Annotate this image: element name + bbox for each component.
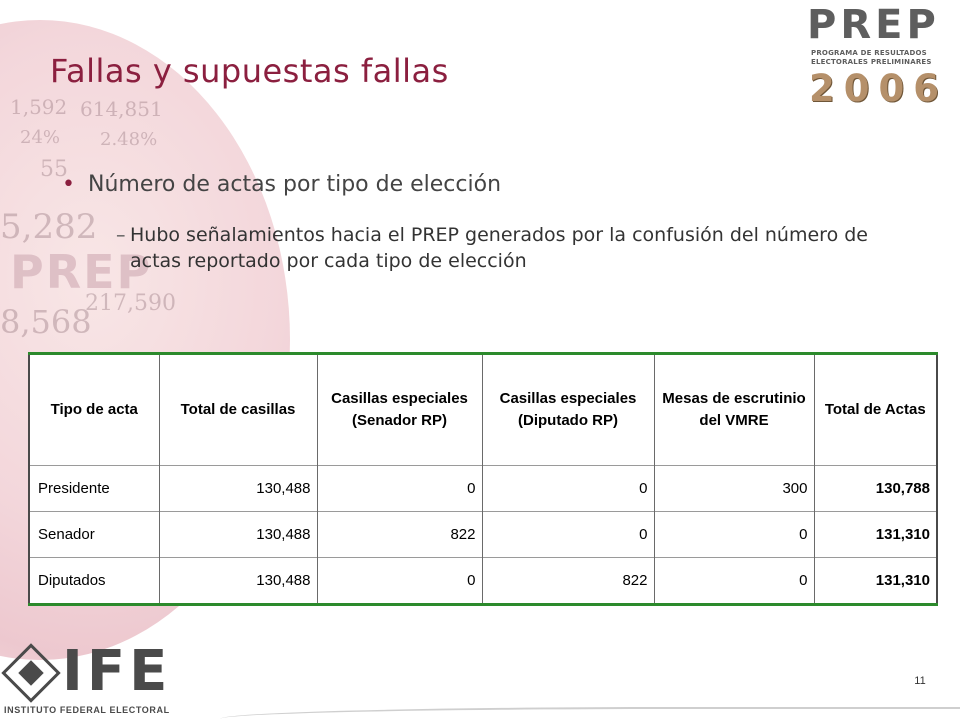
column-header: Casillas especiales (Senador RP) xyxy=(317,353,483,466)
table-cell: 822 xyxy=(482,557,655,605)
actas-table: Tipo de acta Total de casillas Casillas … xyxy=(28,352,938,606)
column-header: Mesas de escrutinio del VMRE xyxy=(654,353,815,466)
prep-2006-logo: PREP PROGRAMA DE RESULTADOS ELECTORALES … xyxy=(805,2,950,110)
prep-logo-subtitle-line-1: PROGRAMA DE RESULTADOS xyxy=(811,49,927,57)
table-cell: 130,488 xyxy=(159,557,318,605)
table-cell: Presidente xyxy=(29,465,160,512)
background-number: 8,568 xyxy=(0,303,92,341)
background-number: 2.48% xyxy=(100,129,158,150)
table-cell: 822 xyxy=(317,511,483,558)
bullet-level-2: – Hubo señalamientos hacia el PREP genera… xyxy=(100,222,900,274)
table-cell: 300 xyxy=(654,465,815,512)
table-cell: Senador xyxy=(29,511,160,558)
table-cell: Diputados xyxy=(29,557,160,605)
table-cell: 0 xyxy=(317,557,483,605)
background-number: 1,592 xyxy=(10,95,68,119)
bullet-level-1-text: Número de actas por tipo de elección xyxy=(88,172,502,197)
table-cell: 0 xyxy=(317,465,483,512)
table-cell: 0 xyxy=(654,557,815,605)
prep-logo-word: PREP xyxy=(807,2,940,48)
table-cell: 0 xyxy=(654,511,815,558)
table-cell: 131,310 xyxy=(814,511,938,558)
background-prep-word: PREP xyxy=(10,245,153,299)
prep-logo-subtitle-line-2: ELECTORALES PRELIMINARES xyxy=(811,58,932,66)
table-cell: 131,310 xyxy=(814,557,938,605)
table-row: Presidente 130,488 0 0 300 130,788 xyxy=(29,465,938,512)
ife-logo-word: IFE xyxy=(62,639,172,704)
column-header: Tipo de acta xyxy=(29,353,160,466)
table-cell: 130,488 xyxy=(159,465,318,512)
bullet-level-2-text: Hubo señalamientos hacia el PREP generad… xyxy=(130,224,868,272)
footer-swoosh-line xyxy=(220,707,960,720)
table-cell: 0 xyxy=(482,465,655,512)
table-cell: 130,788 xyxy=(814,465,938,512)
table-row: Diputados 130,488 0 822 0 131,310 xyxy=(29,557,938,605)
background-number: 5,282 xyxy=(0,207,98,247)
ife-logo: IFE INSTITUTO FEDERAL ELECTORAL xyxy=(0,639,215,720)
table-header-row: Tipo de acta Total de casillas Casillas … xyxy=(29,353,938,466)
ife-diamond-icon xyxy=(1,643,61,703)
prep-logo-year: 2006 xyxy=(809,67,948,110)
dash-icon: – xyxy=(116,224,126,246)
column-header: Casillas especiales (Diputado RP) xyxy=(482,353,655,466)
bullet-dot-icon: • xyxy=(62,172,75,197)
background-number: 217,590 xyxy=(85,291,176,316)
table-row: Senador 130,488 822 0 0 131,310 xyxy=(29,511,938,558)
background-numbers: 1,592 614,851 24% 2.48% 55 5,282 8,568 2… xyxy=(0,95,180,575)
bullet-level-1: • Número de actas por tipo de elección xyxy=(62,172,501,197)
prep-logo-subtitle: PROGRAMA DE RESULTADOS ELECTORALES PRELI… xyxy=(811,49,949,67)
column-header: Total de casillas xyxy=(159,353,318,466)
background-number: 55 xyxy=(40,157,68,182)
page-number: 11 xyxy=(914,675,926,687)
background-number: 24% xyxy=(20,127,61,148)
ife-logo-subtitle: INSTITUTO FEDERAL ELECTORAL xyxy=(4,705,170,715)
slide-title: Fallas y supuestas fallas xyxy=(50,52,449,90)
column-header: Total de Actas xyxy=(814,353,938,466)
table-cell: 0 xyxy=(482,511,655,558)
background-number: 614,851 xyxy=(80,97,163,121)
table-cell: 130,488 xyxy=(159,511,318,558)
